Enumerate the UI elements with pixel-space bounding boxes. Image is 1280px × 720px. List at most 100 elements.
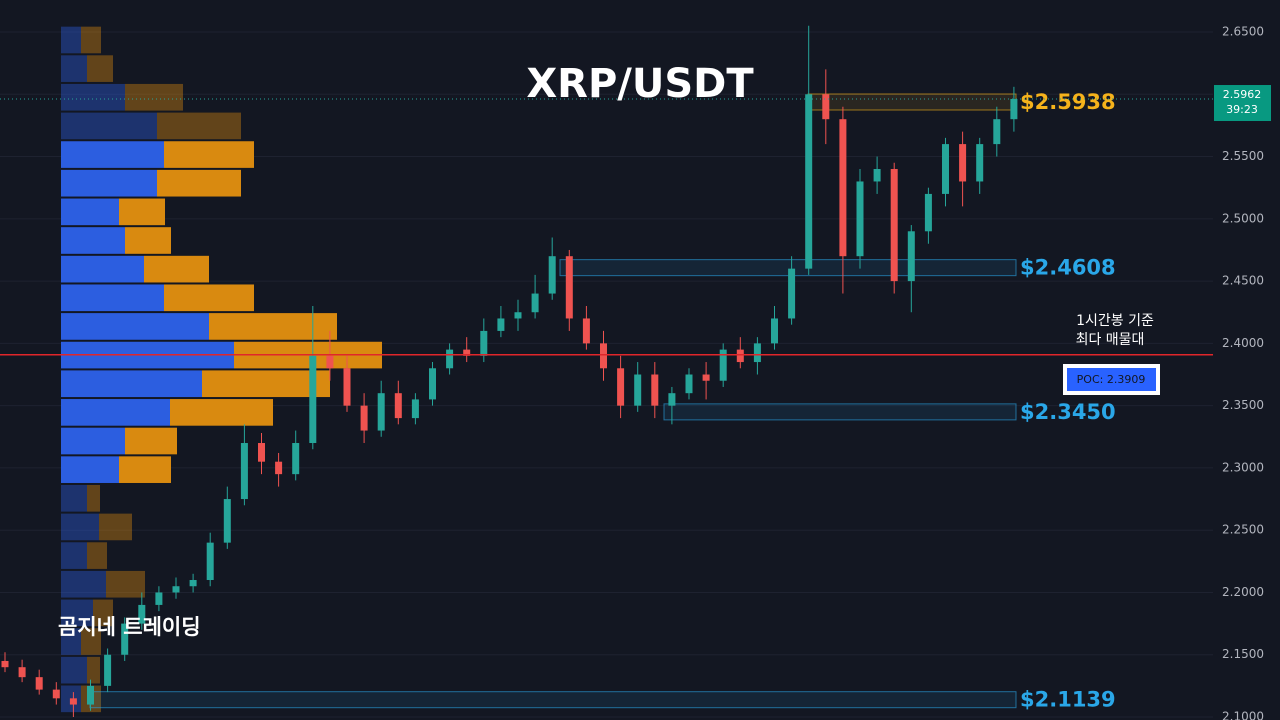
candle-body — [275, 461, 283, 475]
level-label: $2.5938 — [1020, 90, 1116, 114]
candle-body — [463, 349, 471, 356]
profile-sell — [125, 227, 171, 254]
profile-sell — [144, 255, 209, 283]
candle-body — [976, 144, 984, 182]
profile-buy — [61, 628, 81, 655]
profile-buy — [61, 313, 209, 340]
candle-body — [52, 689, 60, 699]
annotation: 최다 매물대 — [1076, 332, 1145, 348]
candle-body — [924, 193, 932, 232]
y-tick-label: 2.3000 — [1222, 460, 1264, 474]
overlay: $2.5938 $2.4608 $2.3450 $2.1139 POC: 2.3909 2… — [0, 85, 1271, 712]
zones — [89, 93, 1017, 709]
profile-buy — [61, 255, 144, 283]
candle-body — [600, 343, 607, 369]
profile-buy — [61, 484, 87, 512]
poc-label: POC: 2.3909 — [1077, 373, 1146, 386]
candle-body — [309, 355, 317, 444]
candle-body — [942, 144, 949, 194]
profile-sell — [81, 628, 101, 655]
candle-body — [959, 144, 967, 182]
profile-buy — [61, 542, 87, 569]
profile-buy — [61, 656, 87, 684]
candle-body — [993, 119, 1001, 145]
candle-body — [668, 393, 676, 406]
candle-body — [394, 393, 402, 419]
candle-body — [582, 318, 590, 344]
candle-body — [788, 268, 796, 319]
candle-body — [138, 604, 146, 624]
profile-sell — [93, 599, 113, 627]
profile-buy — [61, 284, 164, 312]
candle-body — [292, 443, 300, 475]
profile-sell — [125, 427, 177, 455]
profile-buy — [61, 399, 170, 426]
candle-body — [805, 94, 813, 269]
profile-buy — [61, 599, 93, 627]
candle-body — [736, 349, 744, 363]
candle-body — [155, 592, 163, 605]
candle-body — [411, 399, 419, 419]
candle-body — [1010, 99, 1018, 120]
level-label: $2.1139 — [1020, 688, 1116, 712]
y-tick-label: 2.1000 — [1222, 710, 1264, 720]
profile-sell — [87, 55, 113, 82]
candle-body — [565, 256, 573, 319]
volume-profile — [61, 26, 382, 713]
candle-body — [360, 405, 368, 431]
candles — [1, 25, 1018, 718]
candle-body — [839, 119, 847, 257]
candle-body — [223, 499, 231, 543]
candle-body — [326, 355, 334, 369]
candle-body — [258, 443, 265, 462]
candle-body — [121, 623, 129, 655]
price-tag-timer: 39:23 — [1226, 103, 1258, 116]
candle-body — [651, 374, 659, 406]
candle-body — [702, 374, 710, 381]
profile-sell — [119, 198, 165, 226]
candle-body — [873, 169, 881, 182]
y-tick-label: 2.4000 — [1222, 336, 1264, 350]
candle-body — [719, 349, 727, 381]
candle-body — [189, 580, 197, 587]
candle-body — [514, 312, 522, 319]
candle-body — [18, 667, 26, 678]
candle-body — [206, 542, 214, 581]
profile-buy — [61, 427, 125, 455]
profile-sell — [202, 370, 330, 398]
profile-sell — [87, 484, 100, 512]
profile-sell — [157, 112, 241, 140]
price-tag — [1214, 85, 1271, 122]
profile-buy — [61, 141, 164, 168]
y-tick-label: 2.3500 — [1222, 398, 1264, 412]
profile-sell — [106, 570, 145, 598]
profile-buy — [61, 55, 87, 82]
candle-body — [343, 368, 351, 406]
profile-buy — [61, 227, 125, 254]
level-label: $2.3450 — [1020, 400, 1116, 424]
profile-buy — [61, 169, 157, 197]
y-tick-label: 2.4500 — [1222, 274, 1264, 288]
candle-body — [35, 677, 43, 690]
candle-body — [69, 698, 77, 705]
profile-buy — [61, 370, 202, 398]
profile-buy — [61, 456, 119, 483]
zone — [559, 259, 1017, 277]
profile-buy — [61, 198, 119, 226]
profile-sell — [209, 313, 337, 340]
profile-buy — [61, 112, 157, 140]
level-label: $2.4608 — [1020, 256, 1116, 280]
price-tag-value: 2.5962 — [1223, 88, 1262, 101]
candle-body — [1, 660, 9, 668]
profile-sell — [99, 513, 132, 541]
profile-sell — [87, 656, 100, 684]
candle-body — [377, 393, 385, 431]
watermark: 곰지네 트레이딩 — [58, 615, 201, 639]
candle-body — [429, 368, 436, 400]
y-tick-label: 2.6500 — [1222, 25, 1264, 39]
candle-body — [446, 349, 454, 369]
chart-title: XRP/USDT — [526, 61, 754, 107]
profile-sell — [125, 83, 183, 111]
profile-sell — [170, 399, 273, 426]
